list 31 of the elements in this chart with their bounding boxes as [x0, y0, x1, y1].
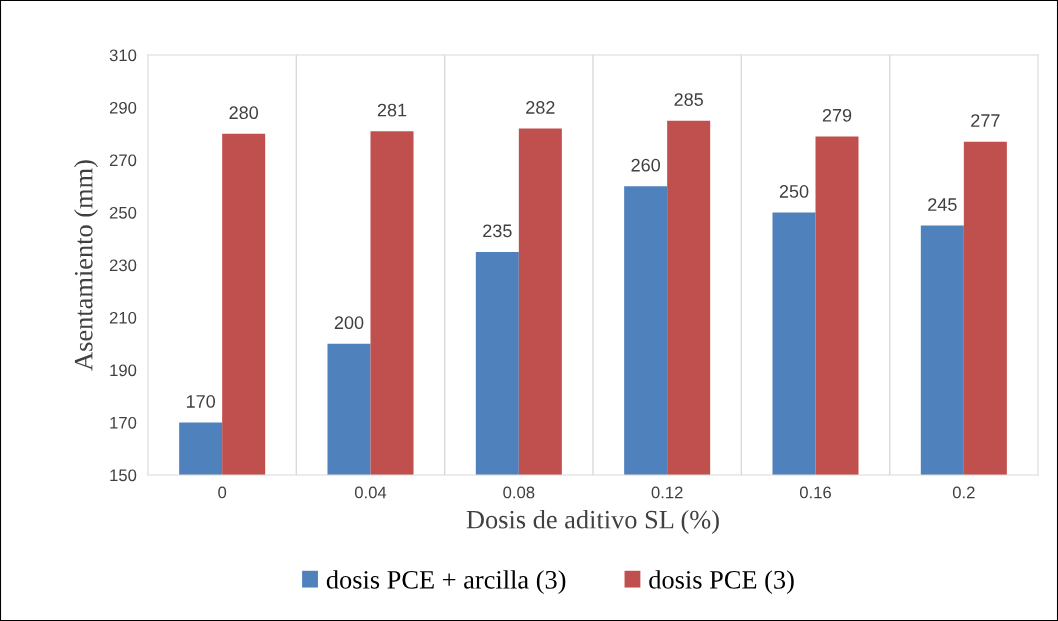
- legend-label: dosis PCE + arcilla (3): [326, 570, 566, 595]
- data-label: 277: [971, 114, 1000, 127]
- data-label: 235: [483, 224, 512, 238]
- x-tick-label: 0.16: [799, 486, 831, 499]
- x-tick-label: 0: [218, 486, 227, 499]
- data-label: 260: [631, 158, 661, 172]
- y-tick-label: 290: [109, 101, 137, 114]
- x-tick-label: 0.08: [503, 486, 535, 499]
- y-tick-label: 190: [110, 364, 137, 377]
- y-tick-label: 250: [109, 206, 137, 219]
- y-tick-label: 170: [110, 416, 137, 429]
- y-tick-label: 210: [109, 311, 137, 324]
- data-label: 285: [674, 93, 703, 106]
- data-label: 281: [377, 103, 407, 117]
- x-tick-label: 0.12: [651, 486, 683, 499]
- y-axis-title: Asentamiento (mm): [74, 160, 98, 371]
- data-label: 280: [229, 106, 259, 120]
- data-label: 250: [779, 185, 809, 198]
- data-label: 279: [822, 108, 852, 122]
- data-label: 200: [334, 316, 364, 330]
- data-label: 170: [186, 395, 216, 408]
- data-label: 245: [928, 198, 957, 211]
- y-tick-label: 270: [109, 154, 137, 167]
- legend-label: dosis PCE (3): [649, 570, 794, 595]
- x-tick-label: 0.04: [354, 486, 387, 499]
- data-label: 282: [526, 101, 555, 114]
- x-tick-label: 0.2: [952, 486, 975, 499]
- y-tick-label: 310: [109, 49, 137, 62]
- x-axis-title: Dosis de aditivo SL (%): [466, 509, 719, 534]
- y-tick-label: 150: [110, 469, 137, 482]
- y-tick-label: 230: [109, 259, 137, 272]
